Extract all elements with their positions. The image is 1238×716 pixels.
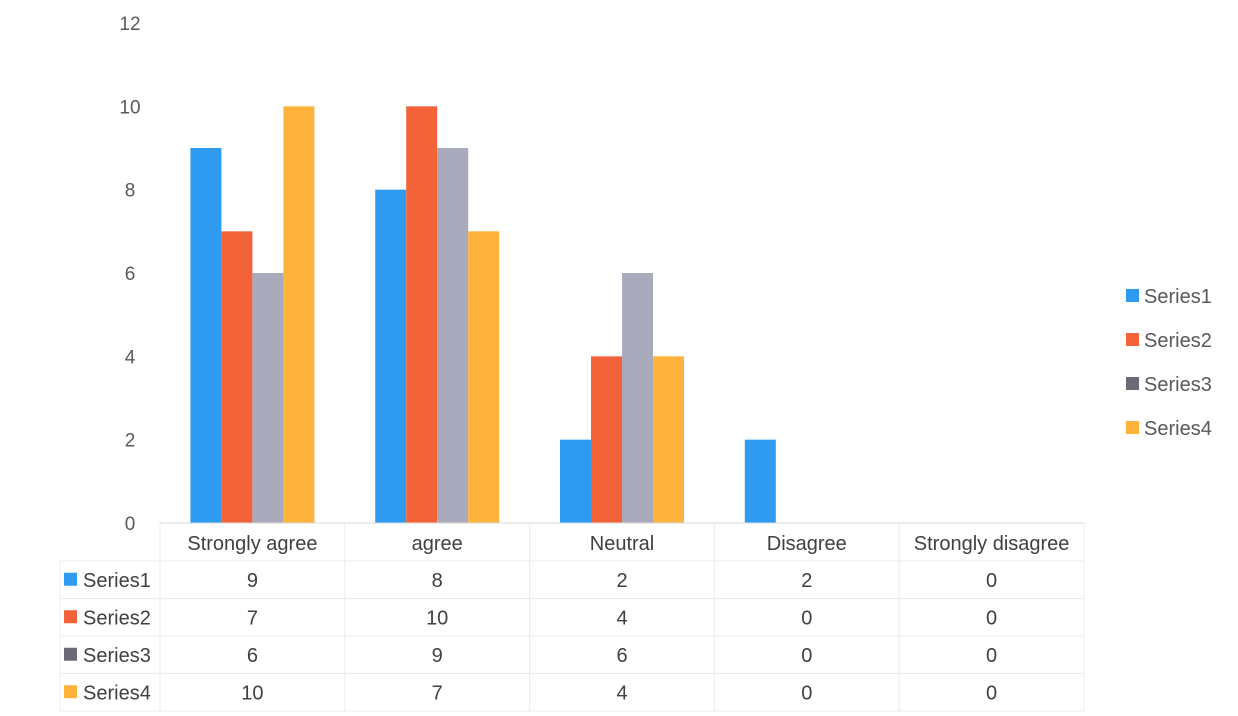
- table-cell-value: 0: [801, 682, 812, 704]
- y-tick-label: 2: [125, 431, 136, 452]
- bar-series4-2: [653, 356, 684, 523]
- legend-entry-label: Series1: [1144, 286, 1212, 308]
- table-cell-value: 9: [247, 570, 258, 592]
- table-cell-value: 9: [432, 645, 443, 667]
- bar-series3-2: [622, 273, 653, 523]
- bar-series2-0: [221, 231, 253, 524]
- x-category-label: Strongly disagree: [914, 533, 1070, 555]
- legend-swatch: [1126, 421, 1139, 434]
- table-series-swatch: [64, 685, 77, 699]
- table-cell-value: 4: [616, 682, 627, 704]
- y-tick-label: 4: [125, 347, 136, 368]
- x-category-label: Disagree: [767, 533, 847, 555]
- table-cell-value: 10: [241, 682, 263, 704]
- table-series-label: Series1: [83, 570, 151, 592]
- bar-series4-1: [468, 231, 500, 524]
- bar-series1-2: [560, 439, 591, 523]
- y-tick-label: 8: [125, 181, 136, 202]
- table-series-swatch: [64, 647, 77, 661]
- legend-swatch: [1126, 333, 1139, 346]
- table-cell-value: 6: [616, 645, 627, 667]
- table-cell-value: 4: [616, 607, 627, 629]
- legend-entry-label: Series3: [1144, 374, 1212, 396]
- table-cell-value: 2: [616, 570, 627, 592]
- x-category-label: agree: [412, 533, 463, 555]
- legend-entry-label: Series4: [1144, 418, 1212, 440]
- table-series-label: Series2: [83, 607, 151, 629]
- table-cell-value: 0: [801, 607, 812, 629]
- y-tick-label: 0: [125, 514, 136, 535]
- table-series-swatch: [64, 610, 77, 624]
- table-cell-value: 7: [247, 607, 258, 629]
- bar-series3-0: [252, 273, 284, 523]
- legend-swatch: [1126, 377, 1139, 390]
- table-cell-value: 0: [801, 645, 812, 667]
- bar-series1-1: [375, 189, 407, 523]
- bar-series3-1: [437, 148, 469, 523]
- table-cell-value: 0: [986, 607, 997, 629]
- y-tick-label: 6: [125, 264, 136, 285]
- table-cell-value: 8: [432, 570, 443, 592]
- table-cell-value: 7: [432, 682, 443, 704]
- table-cell-value: 0: [986, 645, 997, 667]
- bar-series1-3: [744, 439, 776, 523]
- x-category-label: Strongly agree: [187, 533, 317, 555]
- bar-series2-2: [591, 356, 622, 523]
- table-series-swatch: [64, 572, 77, 586]
- table-cell-value: 0: [986, 570, 997, 592]
- table-cell-value: 10: [426, 607, 448, 629]
- y-tick-label: 12: [119, 14, 140, 35]
- table-cell-value: 2: [801, 570, 812, 592]
- bar-series4-0: [283, 106, 315, 523]
- table-series-label: Series4: [83, 682, 151, 704]
- x-category-label: Neutral: [590, 533, 654, 555]
- table-cell-value: 0: [986, 682, 997, 704]
- legend-swatch: [1126, 289, 1139, 302]
- table-cell-value: 6: [247, 645, 258, 667]
- bar-series2-1: [406, 106, 438, 523]
- bar-series1-0: [190, 148, 222, 523]
- legend-entry-label: Series2: [1144, 330, 1212, 352]
- table-series-label: Series3: [83, 645, 151, 667]
- y-tick-label: 10: [119, 97, 140, 118]
